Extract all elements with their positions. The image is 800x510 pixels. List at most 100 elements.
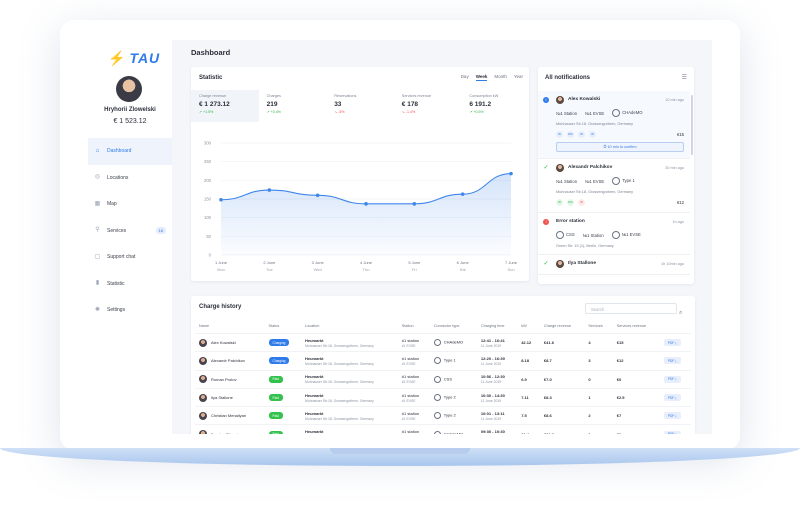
notification-item[interactable]: ! Error station 1h ago CSS №1 Station №1 EVSE… — [538, 213, 690, 255]
pdf-download-button[interactable]: PDF ⤓ — [663, 430, 681, 434]
cell-services: 1 — [584, 387, 613, 407]
connector-icon — [611, 231, 620, 239]
sidebar-item-support-chat[interactable]: ▢ Support chat — [88, 244, 172, 271]
cell-kw: 6.9 — [517, 369, 540, 389]
notifications-list[interactable]: i Alex Kowalski 10 min ago №1 Station №1 EVS… — [538, 91, 690, 284]
cell-kw: 42.12 — [517, 332, 540, 352]
sidebar-item-settings[interactable]: ✺ Settings — [88, 297, 172, 324]
table-row[interactable]: Roman Protov Paid Heumarkt Muhnauser Str.18… — [195, 369, 691, 389]
charging-date: 11 June 2019 — [480, 343, 502, 348]
check-icon: ✓ — [543, 165, 549, 171]
notification-header: Error station 1h ago — [556, 217, 684, 226]
location-name: Heumarkt — [304, 374, 324, 380]
station-name: #1 station — [401, 374, 420, 380]
info-icon: i — [543, 97, 549, 103]
status-badge: Paid — [268, 412, 283, 420]
service-icon: W — [556, 199, 563, 206]
kpi-value: 33 — [334, 101, 342, 108]
cell-name: Alex Kowalski — [195, 332, 265, 352]
sidebar-item-map[interactable]: ▦ Map — [88, 191, 172, 218]
laptop-notch — [330, 448, 470, 454]
user-balance: € 1 523.12 — [113, 118, 147, 125]
page-title: Dashboard — [191, 48, 231, 57]
tab-month[interactable]: Month — [494, 74, 507, 79]
tab-year[interactable]: Year — [513, 74, 523, 79]
table-row[interactable]: Ilya Stallone Paid Heumarkt Muhnauser Str.1… — [195, 387, 691, 407]
notifications-title: All notifications — [545, 75, 590, 81]
status-badge: Paid — [268, 430, 283, 434]
sidebar-item-dashboard[interactable]: ⌂ Dashboard — [88, 138, 172, 165]
y-tick-label: 100 — [204, 215, 212, 220]
table-header: Name Status Location Station Connector type C… — [195, 319, 691, 334]
search-input[interactable]: Search — [585, 303, 677, 314]
kpi-tile[interactable]: Charge revenue € 1 273.12 ↗ +1.5% — [191, 90, 259, 122]
cell-station: #1 station#1 EVSE — [397, 351, 430, 371]
table-row[interactable]: Alexandr Palchikov Charging Heumarkt Muhnau… — [195, 351, 691, 371]
confirm-button[interactable]: ⏱ 10 min to confirm — [556, 142, 684, 152]
charge-history-title: Charge history — [199, 304, 242, 310]
x-tick-sublabel: Thu — [363, 267, 370, 272]
kpi-value: € 1 273.12 — [199, 101, 230, 108]
pdf-download-button[interactable]: PDF ⤓ — [663, 412, 681, 420]
notification-amount: €15 — [677, 132, 684, 137]
brand-logo[interactable]: ⚡ TAU — [108, 50, 160, 67]
notifications-card: All notifications ☰ i Alex Kowalski 10 min… — [538, 67, 694, 284]
sidebar-item-label: Support chat — [107, 254, 136, 261]
sidebar-item-services[interactable]: ⚲ Services 16 — [88, 218, 172, 245]
avatar[interactable] — [116, 76, 142, 102]
sidebar-item-label: Services — [107, 227, 127, 234]
y-tick-label: 50 — [206, 234, 211, 239]
kpi-tile[interactable]: Consumption kW 6 191.2 ↗ +0.5% — [461, 90, 529, 122]
notification-header: Ilya Stallone 1h 10min ago — [556, 259, 684, 268]
cell-services: 3 — [584, 351, 613, 371]
connector-icon — [433, 412, 441, 420]
pdf-download-button[interactable]: PDF ⤓ — [663, 394, 681, 402]
avatar — [199, 411, 207, 420]
user-cell: Alexandr Palchikov — [199, 356, 261, 365]
notification-item[interactable]: ✓ Ilya Stallone 1h 10min ago — [538, 255, 690, 275]
table-row[interactable]: Alex Kowalski Charging Heumarkt Muhnauser S… — [195, 332, 691, 352]
location-address: Muhnauser Str.18, Grossengothern, German… — [304, 380, 374, 385]
notification-tag: №1 Station — [556, 110, 578, 116]
scrollbar[interactable] — [691, 95, 693, 155]
table-row[interactable]: Christian Menaliyan Paid Heumarkt Muhnauser… — [195, 406, 691, 425]
sliders-icon[interactable]: ☰ — [681, 75, 687, 81]
search-icon[interactable]: ⌕ — [679, 310, 683, 316]
tab-week[interactable]: Week — [475, 74, 488, 81]
kpi-change: ↗ +0.5% — [469, 110, 484, 114]
sidebar: ⚡ TAU Hryhorii Zlowelski € 1 523.12 ⌂ Dash… — [88, 40, 172, 434]
cell-kw: 20.4 — [517, 424, 540, 434]
cell-status: Paid — [264, 369, 301, 389]
user-name: Bogdan Pilyugin — [211, 432, 240, 434]
evse-name: #1 EVSE — [401, 398, 416, 403]
x-tick-label: 3 June — [312, 260, 325, 265]
sidebar-item-locations[interactable]: ◎ Locations — [88, 165, 172, 192]
status-badge: Charging — [268, 339, 290, 347]
sidebar-item-statistic[interactable]: ▮ Statistic — [88, 271, 172, 298]
y-tick-label: 300 — [204, 141, 212, 146]
kpi-tile[interactable]: Services revenue € 178 ↘ -1.4% — [394, 90, 462, 122]
kpi-change: ↗ +1.5% — [199, 110, 214, 114]
period-tabs: Day Week Month Year — [461, 74, 523, 81]
pdf-download-button[interactable]: PDF ⤓ — [663, 357, 681, 365]
tab-day[interactable]: Day — [460, 74, 469, 79]
notification-amount: €12 — [677, 200, 684, 205]
cell-status: Charging — [264, 332, 301, 352]
location-name: Heumarkt — [304, 337, 324, 343]
notification-item[interactable]: ✓ Alexandr Palchikov 30 min ago №1 Station №… — [538, 159, 690, 213]
evse-name: #1 EVSE — [401, 380, 416, 385]
pdf-download-button[interactable]: PDF ⤓ — [663, 339, 681, 347]
cell-name: Ilya Stallone — [195, 387, 265, 407]
connector-type: Type 2 — [443, 394, 456, 400]
location-name: Heumarkt — [304, 410, 324, 416]
notification-item[interactable]: i Alex Kowalski 10 min ago №1 Station №1 EVS… — [538, 91, 690, 159]
connector-icon — [612, 177, 621, 185]
notification-tag: CHAdeMO — [612, 109, 642, 117]
kpi-tile[interactable]: Charges 219 ↗ +0.4% — [259, 90, 327, 122]
kpi-tile[interactable]: Reservations 33 ↘ -5% — [326, 90, 394, 122]
pdf-download-button[interactable]: PDF ⤓ — [663, 375, 681, 383]
user-cell: Alex Kowalski — [199, 338, 261, 347]
